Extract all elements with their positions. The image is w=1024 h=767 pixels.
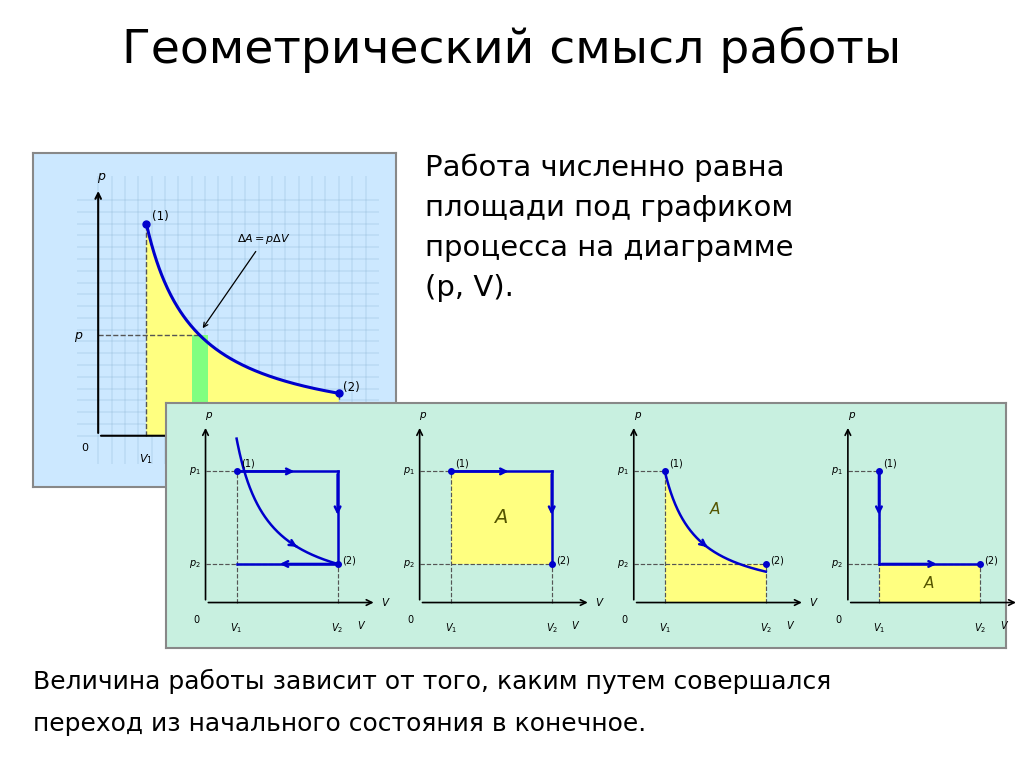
Text: Величина работы зависит от того, каким путем совершался: Величина работы зависит от того, каким п… [33, 669, 831, 694]
Text: V: V [785, 621, 793, 631]
Polygon shape [665, 472, 766, 571]
Text: $V_2$: $V_2$ [546, 621, 558, 635]
Bar [665, 564, 766, 603]
Text: $V_1$: $V_1$ [444, 621, 457, 635]
Text: p: p [634, 410, 640, 420]
Text: V: V [382, 430, 390, 443]
Text: (2): (2) [342, 556, 356, 566]
Text: p: p [420, 410, 426, 420]
Text: (1): (1) [670, 459, 683, 469]
Text: $\leftarrow\!\!\Delta V\!\!\rightarrow$: $\leftarrow\!\!\Delta V\!\!\rightarrow$ [185, 445, 214, 456]
Polygon shape [191, 335, 208, 436]
Text: (1): (1) [884, 459, 897, 469]
Text: V: V [571, 621, 579, 631]
Text: 0: 0 [408, 615, 414, 625]
Text: V: V [381, 597, 388, 607]
Text: (2): (2) [556, 556, 570, 566]
Polygon shape [146, 223, 339, 436]
Text: $V_2$: $V_2$ [332, 621, 344, 635]
Text: 0: 0 [836, 615, 842, 625]
Text: (2): (2) [770, 556, 784, 566]
Text: $p_2$: $p_2$ [189, 558, 201, 570]
Bar [879, 564, 980, 603]
Text: $p_2$: $p_2$ [617, 558, 629, 570]
Text: 0: 0 [194, 615, 200, 625]
Text: $\Delta A = p\Delta V$: $\Delta A = p\Delta V$ [204, 232, 291, 327]
Text: Геометрический смысл работы: Геометрический смысл работы [123, 27, 901, 74]
Text: $V_1$: $V_1$ [872, 621, 885, 635]
Text: V: V [357, 621, 365, 631]
Bar [451, 472, 552, 564]
Text: V: V [595, 597, 602, 607]
Text: (2): (2) [985, 556, 998, 566]
Text: V: V [1000, 621, 1007, 631]
Text: $p_2$: $p_2$ [831, 558, 843, 570]
Text: $V_2$: $V_2$ [332, 453, 346, 466]
Text: p: p [206, 410, 212, 420]
Text: (1): (1) [152, 210, 168, 223]
Text: $p_1$: $p_1$ [189, 466, 201, 477]
Text: Работа численно равна
площади под графиком
процесса на диаграмме
(р, V).: Работа численно равна площади под график… [425, 153, 794, 302]
Text: $V_1$: $V_1$ [139, 453, 154, 466]
Text: (2): (2) [343, 381, 359, 394]
Text: V: V [809, 597, 816, 607]
Text: $V_1$: $V_1$ [658, 621, 671, 635]
Text: p: p [848, 410, 854, 420]
Text: $p_1$: $p_1$ [831, 466, 843, 477]
Text: $V_2$: $V_2$ [760, 621, 772, 635]
Text: p: p [75, 329, 82, 342]
Text: A: A [711, 502, 721, 518]
Text: 0: 0 [622, 615, 628, 625]
Text: p: p [97, 170, 104, 183]
Text: (1): (1) [242, 459, 255, 469]
Text: (1): (1) [456, 459, 469, 469]
Text: A: A [495, 509, 508, 527]
Text: переход из начального состояния в конечное.: переход из начального состояния в конечн… [33, 712, 646, 736]
Text: $p_1$: $p_1$ [403, 466, 415, 477]
Text: $p_2$: $p_2$ [403, 558, 415, 570]
Text: $V_1$: $V_1$ [230, 621, 243, 635]
Text: $p_1$: $p_1$ [617, 466, 629, 477]
Text: A: A [925, 576, 935, 591]
Text: 0: 0 [81, 443, 88, 453]
Text: $V_2$: $V_2$ [974, 621, 986, 635]
